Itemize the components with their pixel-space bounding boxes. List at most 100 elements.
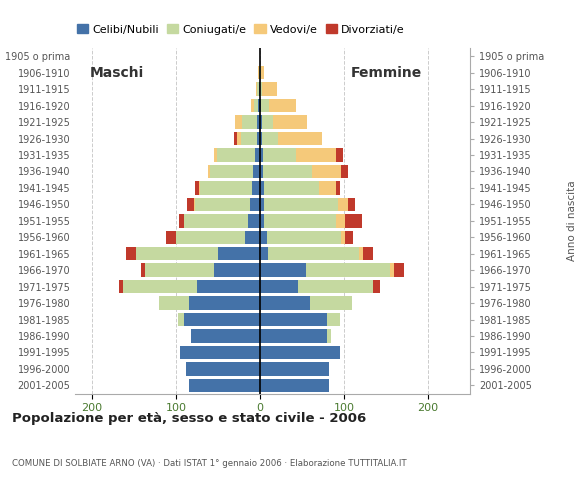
Bar	[338, 198, 348, 211]
Bar	[248, 214, 260, 228]
Bar	[262, 83, 277, 96]
Bar	[359, 247, 363, 261]
Bar	[160, 296, 188, 310]
Bar	[145, 264, 214, 277]
Bar	[166, 230, 176, 244]
Bar	[264, 198, 338, 211]
Bar	[259, 83, 260, 96]
Bar	[199, 181, 201, 194]
Bar	[260, 230, 267, 244]
Text: Anno di nascita: Anno di nascita	[567, 180, 577, 261]
Bar	[336, 148, 343, 162]
Bar	[278, 132, 322, 145]
Bar	[241, 115, 257, 129]
Bar	[194, 181, 199, 194]
Bar	[264, 214, 336, 228]
Bar	[136, 247, 218, 261]
Bar	[258, 66, 259, 79]
Bar	[260, 313, 327, 326]
Bar	[394, 264, 404, 277]
Bar	[327, 313, 340, 326]
Bar	[201, 181, 252, 194]
Bar	[197, 280, 260, 293]
Bar	[264, 181, 319, 194]
Bar	[260, 115, 262, 129]
Bar	[327, 329, 331, 343]
Text: Femmine: Femmine	[350, 66, 422, 80]
Text: COMUNE DI SOLBIATE ARNO (VA) · Dati ISTAT 1° gennaio 2006 · Elaborazione TUTTITA: COMUNE DI SOLBIATE ARNO (VA) · Dati ISTA…	[12, 459, 406, 468]
Bar	[258, 132, 260, 145]
Bar	[261, 66, 264, 79]
Bar	[237, 132, 241, 145]
Bar	[261, 99, 269, 112]
Bar	[260, 148, 263, 162]
Bar	[260, 181, 264, 194]
Bar	[260, 99, 261, 112]
Bar	[260, 66, 261, 79]
Bar	[257, 115, 260, 129]
Bar	[260, 247, 269, 261]
Bar	[260, 264, 306, 277]
Bar	[241, 132, 258, 145]
Bar	[260, 198, 264, 211]
Bar	[260, 296, 310, 310]
Bar	[260, 83, 262, 96]
Bar	[218, 247, 260, 261]
Bar	[260, 165, 263, 178]
Bar	[191, 329, 260, 343]
Bar	[187, 198, 194, 211]
Bar	[260, 280, 298, 293]
Legend: Celibi/Nubili, Coniugati/e, Vedovi/e, Divorziati/e: Celibi/Nubili, Coniugati/e, Vedovi/e, Di…	[72, 20, 409, 39]
Bar	[262, 132, 278, 145]
Bar	[176, 230, 245, 244]
Bar	[258, 99, 260, 112]
Bar	[336, 214, 345, 228]
Bar	[296, 148, 336, 162]
Bar	[348, 198, 355, 211]
Bar	[260, 214, 264, 228]
Bar	[260, 379, 329, 392]
Bar	[260, 132, 262, 145]
Bar	[235, 115, 241, 129]
Bar	[255, 148, 260, 162]
Bar	[178, 313, 184, 326]
Bar	[254, 99, 258, 112]
Bar	[263, 148, 296, 162]
Bar	[312, 165, 342, 178]
Bar	[180, 346, 260, 359]
Bar	[298, 280, 374, 293]
Bar	[186, 362, 260, 376]
Bar	[363, 247, 374, 261]
Bar	[262, 115, 273, 129]
Bar	[269, 247, 359, 261]
Bar	[214, 264, 260, 277]
Bar	[260, 329, 327, 343]
Text: Maschi: Maschi	[90, 66, 144, 80]
Bar	[245, 230, 260, 244]
Bar	[253, 165, 260, 178]
Bar	[260, 362, 329, 376]
Bar	[390, 264, 394, 277]
Bar	[260, 346, 340, 359]
Bar	[141, 264, 145, 277]
Bar	[267, 230, 340, 244]
Bar	[258, 83, 259, 96]
Bar	[184, 313, 260, 326]
Bar	[194, 198, 250, 211]
Bar	[126, 247, 136, 261]
Bar	[218, 148, 255, 162]
Bar	[188, 296, 260, 310]
Bar	[345, 214, 361, 228]
Bar	[188, 379, 260, 392]
Bar	[269, 99, 296, 112]
Bar	[342, 165, 348, 178]
Bar	[179, 214, 184, 228]
Bar	[119, 280, 123, 293]
Bar	[263, 165, 312, 178]
Bar	[184, 214, 248, 228]
Bar	[209, 165, 253, 178]
Bar	[234, 132, 237, 145]
Bar	[273, 115, 307, 129]
Bar	[345, 230, 353, 244]
Text: Popolazione per età, sesso e stato civile - 2006: Popolazione per età, sesso e stato civil…	[12, 412, 366, 425]
